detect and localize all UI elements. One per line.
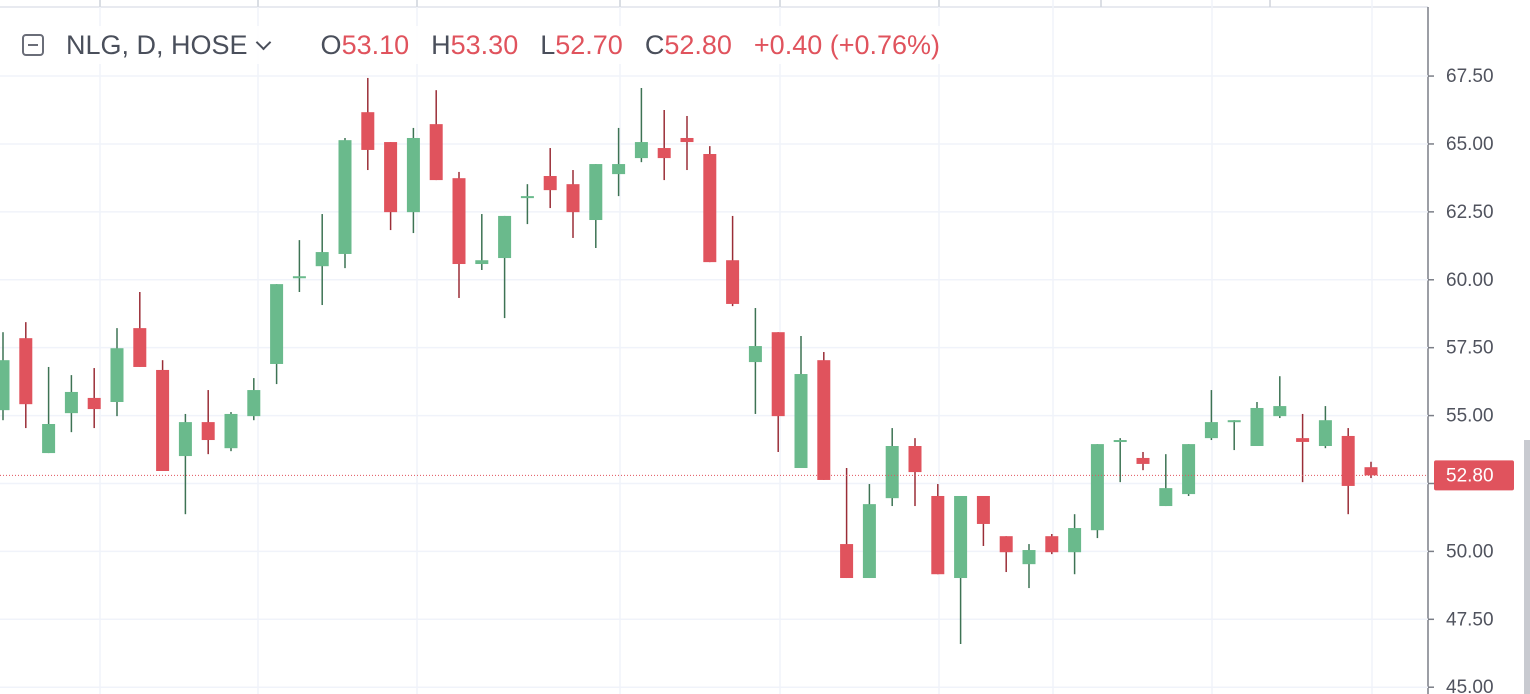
candle-body — [566, 184, 580, 213]
candle-body — [976, 495, 990, 524]
candle-body — [1204, 422, 1218, 439]
legend-label: L — [540, 29, 556, 60]
candle-body — [931, 495, 945, 575]
y-tick-label: 47.50 — [1446, 609, 1494, 630]
last-price-label: 52.80 — [1446, 465, 1494, 486]
candle-body — [817, 360, 831, 480]
y-tick-label: 67.50 — [1446, 66, 1494, 87]
candle-body — [885, 446, 899, 499]
candle-body — [520, 196, 534, 199]
candle-body — [361, 112, 375, 150]
y-tick-label: 62.50 — [1446, 202, 1494, 223]
candle-body — [634, 142, 648, 159]
candle-body — [498, 215, 512, 259]
candle-body — [64, 391, 78, 414]
symbol-dropdown[interactable] — [255, 34, 271, 50]
candle-body — [338, 140, 352, 254]
legend-value: 52.80 — [664, 29, 732, 60]
candle-body — [429, 124, 443, 181]
candle-body — [475, 260, 489, 265]
candle-body — [0, 360, 10, 411]
candle-body — [1341, 435, 1355, 486]
legend-change: +0.40 (+0.76%) — [753, 29, 941, 60]
candle-body — [954, 495, 968, 579]
candle-body — [589, 164, 603, 221]
y-tick-label: 45.00 — [1446, 677, 1494, 694]
collapse-button[interactable] — [22, 34, 44, 56]
candle-body — [840, 544, 854, 579]
candle-body — [178, 422, 192, 457]
candle-body — [1296, 438, 1310, 442]
y-tick-label: 55.00 — [1446, 406, 1494, 427]
candle-body — [87, 397, 101, 410]
candle-body — [748, 346, 762, 363]
y-tick-label: 65.00 — [1446, 134, 1494, 155]
candle-body — [201, 422, 215, 441]
candle-body — [1022, 550, 1036, 565]
candle-body — [1113, 440, 1127, 443]
legend-label: C — [644, 29, 665, 60]
candle-body — [680, 137, 694, 143]
legend-label: O — [320, 29, 342, 60]
candle-body — [270, 284, 284, 364]
candle-body — [19, 338, 33, 405]
candle-body — [771, 332, 785, 417]
candle-body — [406, 137, 420, 213]
candle-body — [315, 252, 329, 267]
candle-body — [703, 154, 717, 263]
candle-body — [908, 446, 922, 473]
candle-body — [862, 504, 876, 579]
legend-value: 53.30 — [450, 29, 519, 60]
candle-body — [999, 536, 1013, 553]
last-price-box — [1434, 460, 1514, 491]
candle-body — [133, 328, 147, 367]
candle-body — [247, 390, 261, 417]
legend: NLG, D, HOSE O 53.10 H 53.30 L 52.70 C 52.80 +0.… — [22, 26, 941, 64]
legend-value: 52.70 — [555, 29, 623, 60]
candle-body — [224, 413, 238, 449]
y-tick-label: 57.50 — [1446, 338, 1494, 359]
candle-body — [42, 424, 56, 454]
candle-body — [1250, 407, 1264, 447]
candle-body — [1182, 444, 1196, 495]
symbol[interactable]: NLG, D, HOSE — [66, 29, 248, 60]
candle-body — [1364, 467, 1378, 476]
candle-body — [1159, 488, 1173, 507]
candle-body — [384, 142, 398, 213]
candle-body — [292, 276, 306, 279]
candle-body — [726, 260, 740, 304]
y-tick-label: 50.00 — [1446, 541, 1494, 562]
candle-body — [794, 374, 808, 469]
candle-body — [1318, 420, 1332, 447]
candle-body — [1136, 457, 1150, 464]
candle-body — [543, 176, 557, 191]
candle-body — [657, 148, 671, 159]
candle-body — [156, 369, 170, 471]
candle-body — [1045, 536, 1059, 553]
candle-body — [110, 348, 124, 403]
candle-body — [1227, 420, 1241, 423]
candle-body — [452, 178, 466, 265]
candle-body — [1090, 444, 1104, 531]
candle-body — [612, 164, 626, 175]
scrollbar — [1524, 440, 1530, 694]
legend-label: H — [431, 29, 451, 60]
y-tick-label: 60.00 — [1446, 270, 1494, 291]
legend-value: 53.10 — [341, 29, 410, 60]
candle-body — [1273, 406, 1287, 417]
top-ticks — [99, 0, 1271, 7]
candle-body — [1068, 528, 1082, 553]
